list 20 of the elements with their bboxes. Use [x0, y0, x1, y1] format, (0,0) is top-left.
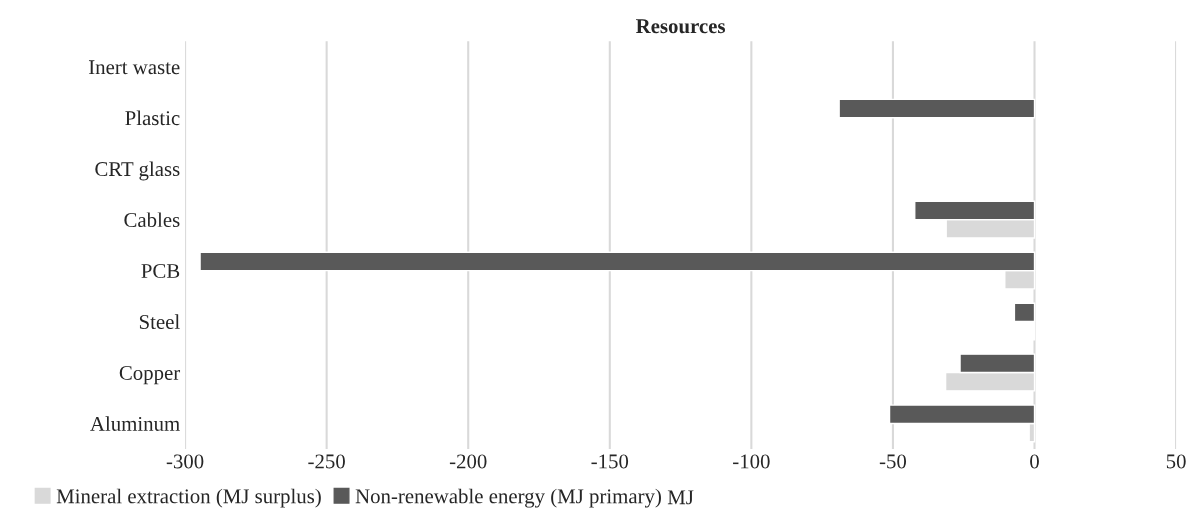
legend-label: Non-renewable energy (MJ primary): [355, 488, 661, 508]
x-tick-label: -150: [591, 454, 629, 469]
x-tick-label: -50: [879, 454, 907, 469]
x-tick-label: 0: [1030, 454, 1039, 469]
y-tick-label: Steel: [139, 314, 180, 329]
x-tick-label: -200: [449, 454, 487, 469]
y-tick-label: Copper: [119, 365, 181, 385]
x-axis-title: MJ: [667, 490, 694, 505]
x-tick-label: -250: [308, 454, 345, 469]
y-tick-label: Plastic: [125, 110, 180, 126]
y-tick-label: Aluminum: [90, 416, 180, 431]
chart-title: Resources: [635, 19, 726, 34]
y-tick-label: Inert waste: [88, 60, 180, 75]
y-tick-label: Cables: [124, 212, 180, 228]
x-tick-label: 50: [1166, 454, 1186, 469]
y-tick-label: CRT glass: [95, 161, 180, 181]
x-tick-label: -100: [733, 454, 770, 469]
x-tick-label: -300: [166, 454, 204, 469]
legend-label: Mineral extraction (MJ surplus): [56, 488, 321, 508]
y-tick-label: PCB: [141, 264, 180, 279]
